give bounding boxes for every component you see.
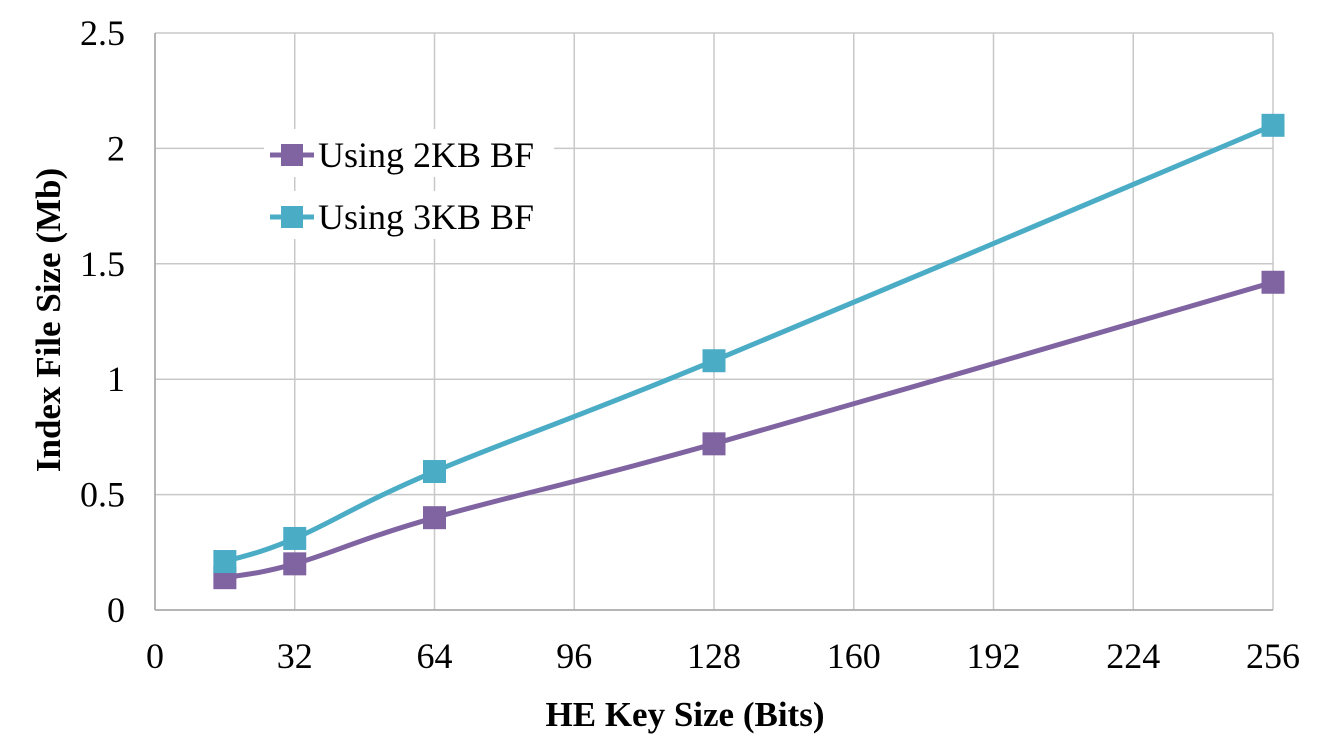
y-tick-label: 2 — [107, 128, 125, 168]
legend-marker — [281, 206, 303, 228]
series-line — [224, 279, 1274, 581]
legend-label: Using 2KB BF — [318, 135, 534, 175]
legend-label: Using 3KB BF — [318, 197, 534, 237]
y-tick-label: 1.5 — [80, 244, 125, 284]
axes — [154, 33, 1273, 611]
series-1 — [213, 270, 1285, 590]
x-tick-label: 32 — [277, 636, 313, 676]
data-point-marker — [702, 432, 726, 456]
y-tick-label: 0 — [107, 590, 125, 630]
x-tick-label: 64 — [417, 636, 453, 676]
x-tick-label: 96 — [556, 636, 592, 676]
x-tick-label: 256 — [1246, 636, 1300, 676]
series-2 — [213, 113, 1285, 574]
data-point-marker — [283, 526, 307, 550]
x-tick-label: 128 — [687, 636, 741, 676]
y-axis-title: Index File Size (Mb) — [29, 168, 68, 472]
x-tick-label: 160 — [827, 636, 881, 676]
legend-entry: Using 2KB BF — [264, 129, 554, 177]
series-line — [224, 123, 1274, 564]
data-point-marker — [702, 349, 726, 373]
legend-entry: Using 3KB BF — [264, 191, 554, 239]
data-point-marker — [1261, 270, 1285, 294]
data-point-marker — [423, 506, 446, 530]
data-point-marker — [423, 460, 446, 484]
x-tick-label: 192 — [967, 636, 1021, 676]
data-point-marker — [213, 550, 237, 574]
x-tick-label: 224 — [1106, 636, 1160, 676]
tick-labels: 0 0.5 1 1.5 2 2.5 0 32 64 96 128 160 192 224 256 — [80, 13, 1300, 676]
x-tick-label: 0 — [146, 636, 164, 676]
series — [213, 113, 1285, 590]
y-tick-label: 0.5 — [80, 475, 125, 515]
y-tick-label: 1 — [107, 359, 125, 399]
x-axis-title: HE Key Size (Bits) — [546, 695, 825, 734]
data-point-marker — [283, 552, 307, 576]
legend: Using 2KB BF Using 3KB BF — [264, 129, 554, 239]
y-tick-label: 2.5 — [80, 13, 125, 53]
data-point-marker — [1261, 113, 1285, 137]
legend-marker — [281, 144, 303, 166]
